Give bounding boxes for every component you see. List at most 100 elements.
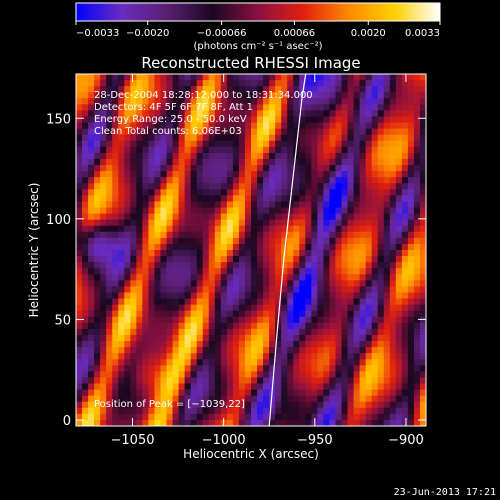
heatmap-cell — [82, 152, 89, 160]
heatmap-cell — [88, 237, 95, 245]
heatmap-cell — [383, 183, 391, 190]
heatmap-cell — [172, 110, 180, 118]
heatmap-cell — [190, 407, 198, 415]
heatmap-cell — [359, 177, 367, 184]
heatmap-cell — [76, 171, 83, 178]
heatmap-cell — [359, 189, 367, 196]
heatmap-cell — [395, 92, 403, 99]
heatmap-cell — [251, 389, 258, 397]
heatmap-cell — [136, 280, 143, 288]
heatmap-cell — [76, 104, 83, 112]
heatmap-cell — [371, 207, 379, 215]
heatmap-cell — [124, 310, 131, 318]
heatmap-cell — [118, 183, 125, 190]
heatmap-cell — [419, 116, 426, 124]
heatmap-cell — [100, 134, 107, 142]
heatmap-cell — [172, 183, 180, 190]
heatmap-cell — [232, 140, 240, 148]
heatmap-cell — [232, 146, 240, 154]
heatmap-cell — [251, 92, 258, 99]
heatmap-cell — [232, 401, 240, 409]
heatmap-cell — [269, 292, 276, 300]
heatmap-cell — [251, 286, 258, 294]
heatmap-cell — [100, 413, 107, 421]
heatmap-cell — [214, 353, 222, 360]
heatmap-cell — [118, 189, 125, 196]
heatmap-cell — [160, 243, 168, 251]
heatmap-cell — [359, 134, 367, 142]
heatmap-cell — [299, 146, 306, 154]
heatmap-cell — [160, 104, 168, 112]
heatmap-cell — [202, 353, 210, 360]
heatmap-cell — [275, 274, 282, 281]
heatmap-cell — [124, 146, 131, 154]
heatmap-cell — [401, 177, 409, 184]
heatmap-cell — [281, 377, 288, 385]
heatmap-cell — [419, 213, 426, 221]
heatmap-cell — [94, 298, 101, 306]
heatmap-cell — [257, 207, 264, 215]
heatmap-cell — [287, 207, 294, 215]
heatmap-cell — [305, 177, 312, 184]
heatmap-cell — [82, 389, 89, 397]
heatmap-cell — [214, 128, 222, 136]
heatmap-cell — [419, 298, 426, 306]
heatmap-cell — [305, 250, 312, 257]
heatmap-cell — [299, 195, 306, 203]
heatmap-cell — [311, 183, 318, 190]
heatmap-cell — [148, 310, 156, 318]
heatmap-cell — [329, 353, 337, 360]
heatmap-cell — [329, 165, 337, 172]
heatmap-cell — [323, 195, 331, 203]
heatmap-cell — [202, 116, 210, 124]
heatmap-cell — [94, 401, 101, 409]
heatmap-cell — [413, 371, 421, 379]
heatmap-cell — [172, 383, 180, 391]
heatmap-cell — [269, 371, 276, 379]
heatmap-cell — [202, 377, 210, 385]
heatmap-cell — [202, 165, 210, 172]
heatmap-cell — [118, 389, 125, 397]
heatmap-cell — [208, 201, 216, 209]
heatmap-cell — [365, 262, 373, 269]
heatmap-cell — [220, 383, 228, 391]
heatmap-cell — [419, 134, 426, 142]
heatmap-cell — [160, 213, 168, 221]
heatmap-cell — [365, 328, 373, 336]
heatmap-cell — [244, 359, 252, 366]
heatmap-cell — [323, 262, 331, 269]
heatmap-cell — [220, 250, 228, 257]
heatmap-cell — [136, 165, 143, 172]
heatmap-cell — [178, 177, 186, 184]
heatmap-cell — [94, 274, 101, 281]
heatmap-cell — [353, 262, 361, 269]
heatmap-cell — [244, 286, 252, 294]
heatmap-cell — [287, 322, 294, 330]
heatmap-cell — [112, 177, 119, 184]
heatmap-cell — [305, 389, 312, 397]
heatmap-cell — [202, 86, 210, 93]
heatmap-cell — [353, 110, 361, 118]
heatmap-cell — [76, 365, 83, 372]
heatmap-cell — [275, 359, 282, 366]
heatmap-cell — [377, 183, 385, 190]
heatmap-cell — [287, 116, 294, 124]
heatmap-cell — [317, 171, 325, 178]
heatmap-cell — [317, 116, 325, 124]
heatmap-cell — [244, 371, 252, 379]
heatmap-cell — [202, 292, 210, 300]
heatmap-cell — [407, 341, 415, 348]
heatmap-cell — [208, 262, 216, 269]
heatmap-cell — [190, 389, 198, 397]
heatmap-cell — [269, 310, 276, 318]
heatmap-cell — [136, 219, 143, 227]
heatmap-cell — [184, 146, 192, 154]
heatmap-cell — [263, 183, 270, 190]
heatmap-cell — [323, 92, 331, 99]
heatmap-cell — [329, 250, 337, 257]
heatmap-cell — [251, 413, 258, 421]
heatmap-cell — [287, 395, 294, 403]
heatmap-cell — [401, 201, 409, 209]
heatmap-cell — [389, 74, 397, 81]
heatmap-cell — [341, 328, 349, 336]
